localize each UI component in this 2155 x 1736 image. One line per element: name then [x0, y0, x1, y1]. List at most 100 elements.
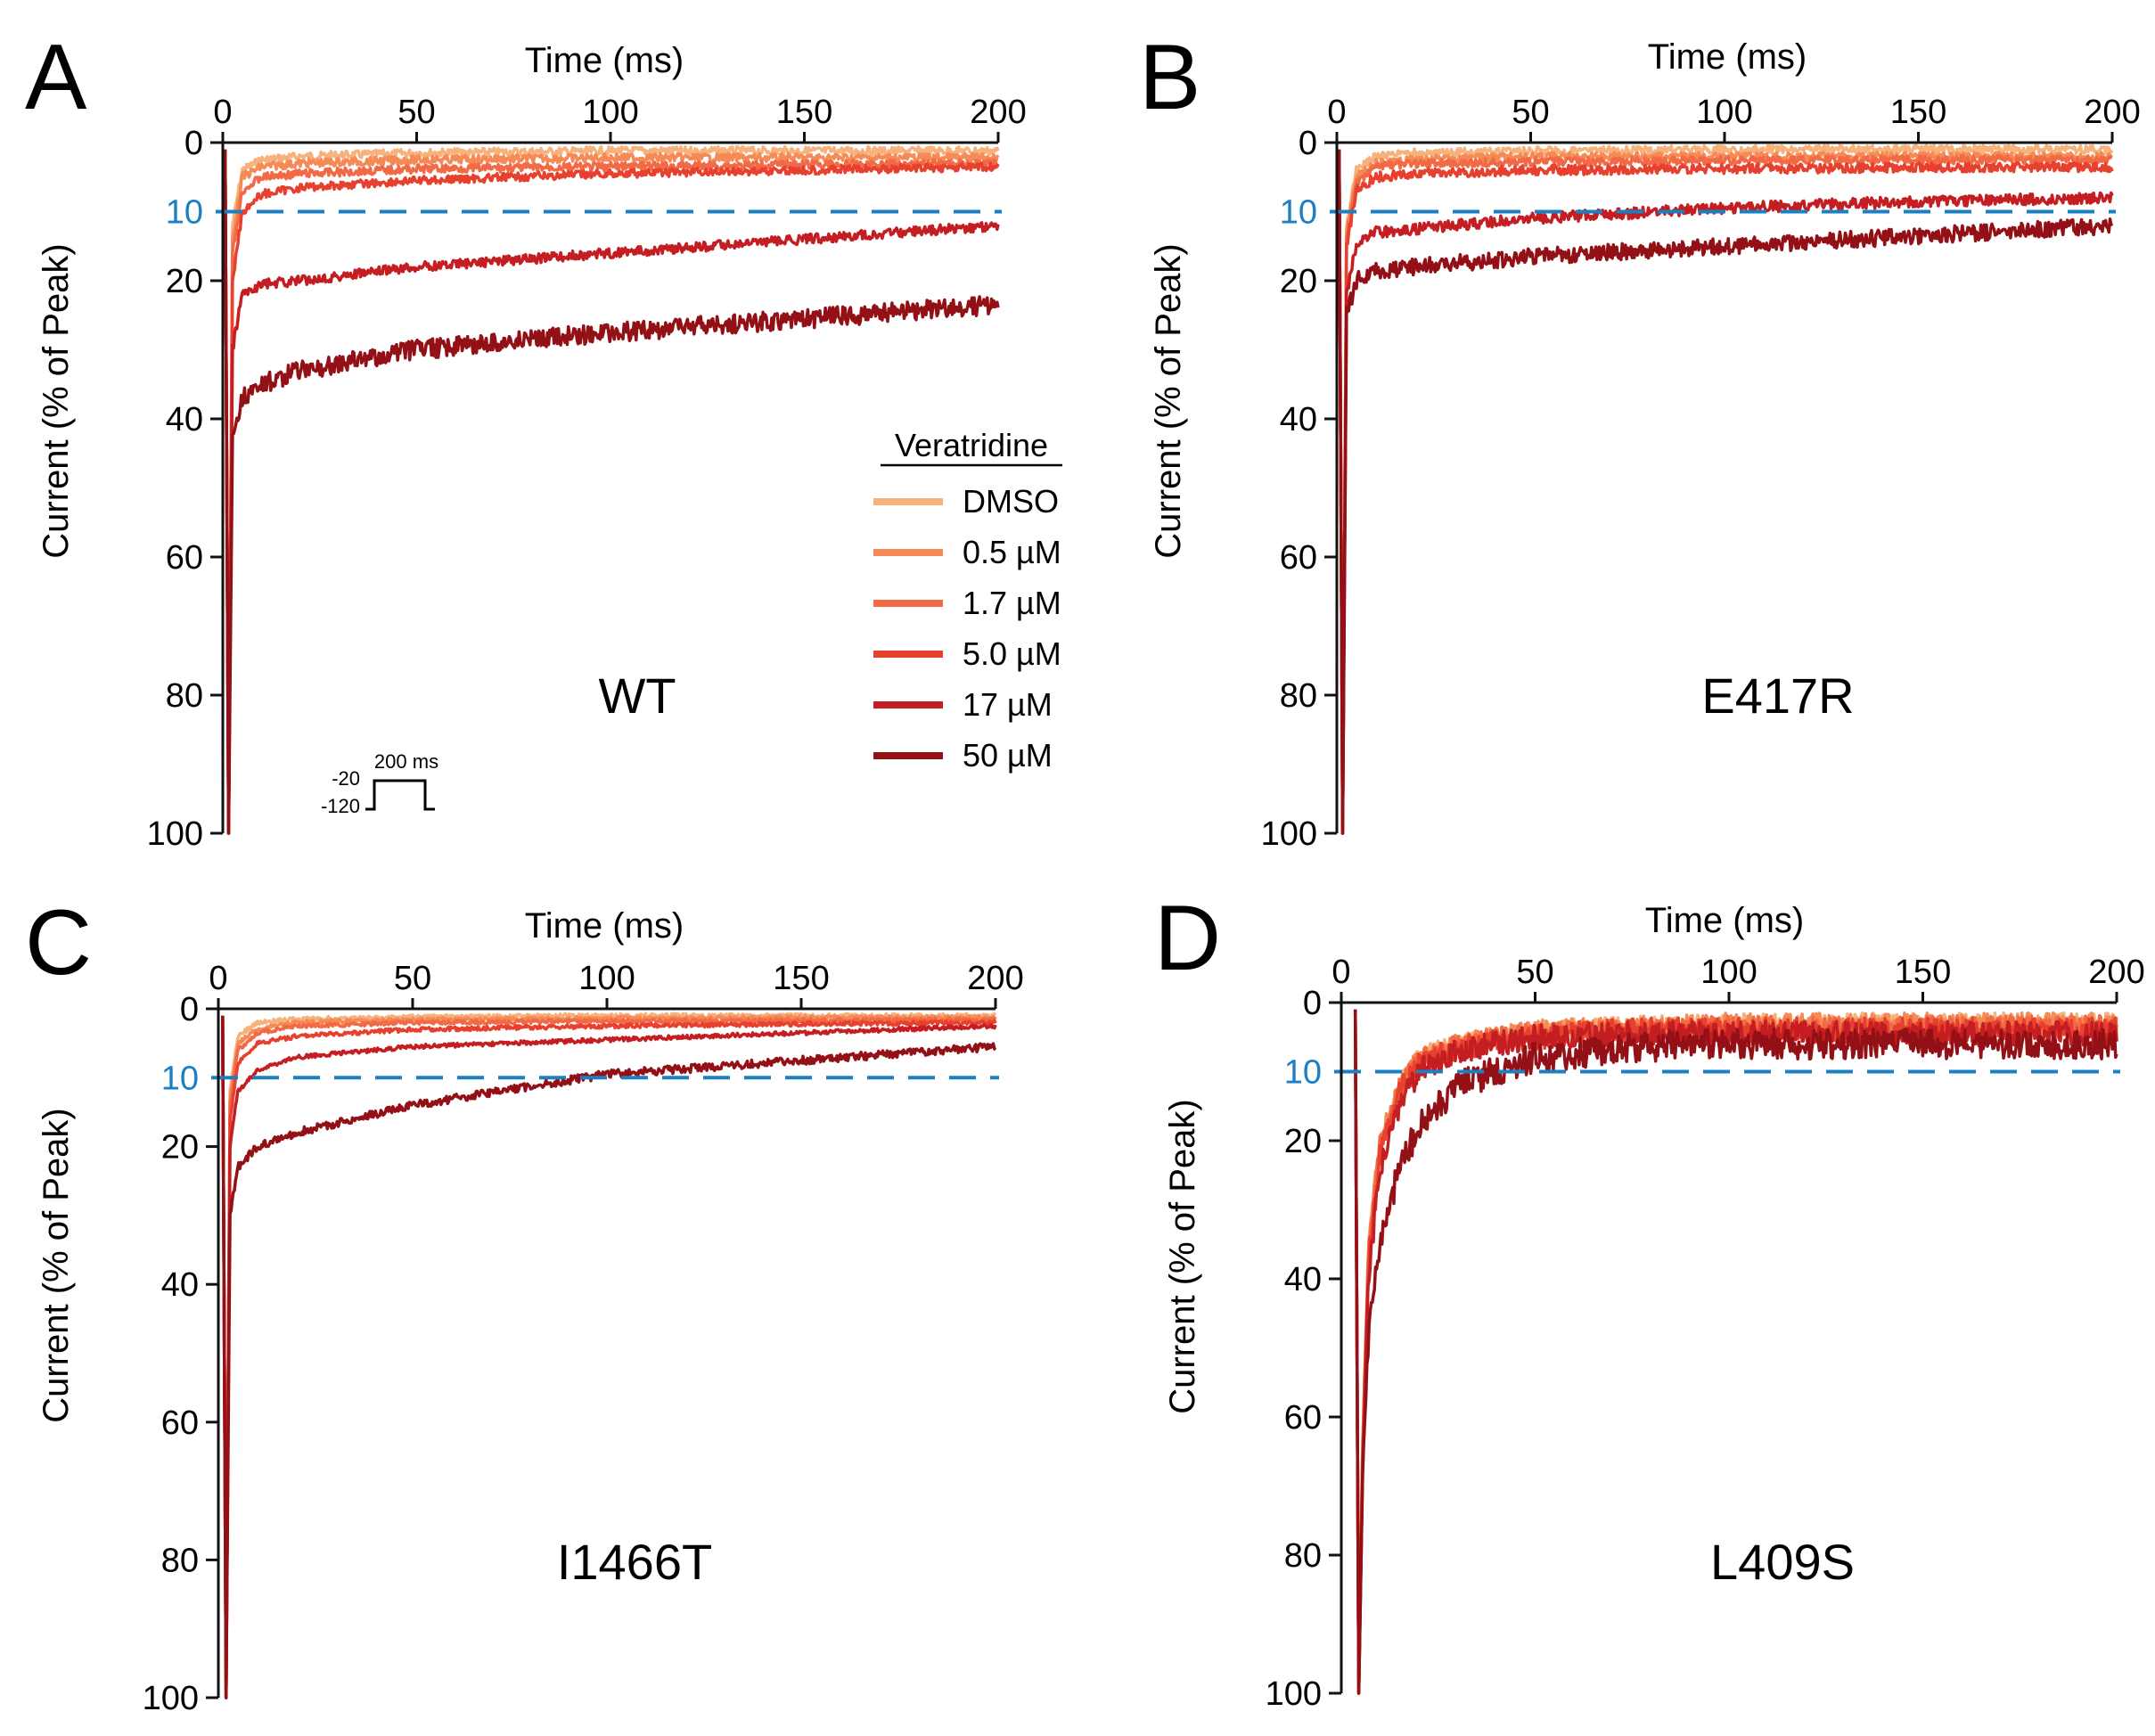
legend-title: Veratridine — [895, 427, 1048, 463]
x-tick-label-c: 200 — [967, 960, 1023, 997]
x-tick-label-c: 150 — [773, 960, 829, 997]
trace-d — [1353, 1009, 2118, 1695]
y-tick-label-d: 100 — [1266, 1675, 1322, 1713]
legend-entry: 50 µM — [873, 737, 1053, 774]
y-axis-title-a: Current (% of Peak) — [37, 243, 76, 558]
trace-d — [1353, 1009, 2118, 1695]
x-axis-title-c: Time (ms) — [525, 906, 684, 946]
threshold-label-c: 10 — [161, 1060, 199, 1097]
y-ticks-a: 0 20 40 60 80 100 — [147, 125, 223, 853]
x-ticks-b: 0 50 100 150 200 — [1327, 94, 2141, 143]
x-tick-label-a: 200 — [970, 94, 1026, 131]
trace-b — [1337, 149, 2114, 835]
y-tick-label-c: 0 — [180, 991, 199, 1028]
y-tick-label-a: 40 — [166, 401, 203, 438]
legend-label-dmso: DMSO — [963, 483, 1059, 520]
trace-c — [221, 1015, 997, 1699]
trace-a — [223, 144, 1000, 835]
panel-letter-b: B — [1139, 26, 1200, 129]
y-tick-label-b: 60 — [1280, 539, 1317, 577]
traces-c — [221, 1011, 997, 1699]
trace-b — [1337, 149, 2114, 835]
x-tick-label-d: 150 — [1895, 954, 1951, 991]
x-tick-label-a: 150 — [776, 94, 832, 131]
y-tick-label-c: 20 — [161, 1129, 199, 1167]
x-tick-label-b: 100 — [1696, 94, 1752, 131]
trace-c — [221, 1011, 997, 1699]
trace-a — [223, 149, 1000, 835]
legend-entry: 0.5 µM — [873, 534, 1061, 570]
legend-entry: 5.0 µM — [873, 635, 1061, 672]
y-axis-title-c: Current (% of Peak) — [37, 1108, 76, 1422]
y-tick-label-a: 60 — [166, 539, 203, 577]
legend-label-0-5: 0.5 µM — [963, 534, 1061, 570]
y-tick-label-a: 20 — [166, 263, 203, 300]
threshold-label-b: 10 — [1280, 194, 1317, 232]
trace-c — [221, 1015, 997, 1699]
y-axis-title-d: Current (% of Peak) — [1163, 1099, 1202, 1413]
x-tick-label-d: 0 — [1332, 954, 1350, 991]
construct-label-c: I1466T — [557, 1534, 712, 1590]
trace-c — [221, 1015, 996, 1699]
x-ticks-c: 0 50 100 150 200 — [209, 960, 1024, 1009]
y-axis-title-b: Current (% of Peak) — [1149, 243, 1188, 558]
x-tick-label-d: 100 — [1700, 954, 1757, 991]
y-tick-label-a: 100 — [147, 815, 203, 853]
trace-c — [221, 1015, 997, 1699]
x-tick-label-c: 50 — [394, 960, 431, 997]
trace-d — [1353, 1009, 2118, 1695]
x-axis-title-d: Time (ms) — [1645, 901, 1804, 940]
y-tick-label-b: 40 — [1280, 401, 1317, 438]
y-ticks-b: 0 20 40 60 80 100 — [1261, 125, 1337, 853]
y-tick-label-d: 20 — [1284, 1123, 1322, 1160]
y-tick-label-d: 80 — [1284, 1537, 1322, 1575]
trace-a — [223, 149, 1000, 835]
voltage-protocol-inset: -20 -120 200 ms — [321, 750, 438, 817]
trace-b — [1337, 149, 2113, 835]
y-ticks-c: 0 20 40 60 80 100 — [143, 991, 218, 1717]
protocol-hold-label: -120 — [321, 795, 360, 817]
panel-letter-c: C — [25, 891, 92, 995]
y-tick-label-c: 60 — [161, 1404, 199, 1442]
legend-entry: 1.7 µM — [873, 585, 1061, 621]
traces-a — [223, 144, 1000, 835]
protocol-step-label: -20 — [332, 767, 360, 790]
panel-letter-a: A — [25, 26, 87, 129]
legend-entry: 17 µM — [873, 686, 1053, 723]
y-tick-label-d: 60 — [1284, 1399, 1322, 1437]
panel-a: A Time (ms) Current (% of Peak) WT 0 50 10… — [25, 26, 1062, 853]
y-tick-label-b: 20 — [1280, 263, 1317, 300]
x-axis-title-b: Time (ms) — [1648, 37, 1807, 77]
y-tick-label-b: 0 — [1299, 125, 1317, 162]
y-tick-label-a: 0 — [184, 125, 203, 162]
x-tick-label-c: 100 — [578, 960, 635, 997]
traces-b — [1337, 143, 2114, 835]
x-ticks-d: 0 50 100 150 200 — [1332, 954, 2145, 1003]
legend: Veratridine DMSO 0.5 µM 1.7 µM 5.0 µM 17… — [873, 427, 1062, 774]
construct-label-b: E417R — [1701, 667, 1854, 724]
y-tick-label-c: 100 — [143, 1680, 199, 1717]
panel-letter-d: D — [1154, 887, 1221, 990]
trace-d — [1353, 1009, 2118, 1695]
x-tick-label-b: 50 — [1512, 94, 1549, 131]
x-axis-title-a: Time (ms) — [525, 41, 684, 80]
panel-d: D Time (ms) Current (% of Peak) L409S 0 5… — [1154, 887, 2145, 1713]
legend-label-1-7: 1.7 µM — [963, 585, 1061, 621]
y-tick-label-c: 80 — [161, 1542, 199, 1579]
construct-label-a: WT — [598, 667, 676, 724]
construct-label-d: L409S — [1710, 1534, 1855, 1590]
x-tick-label-d: 50 — [1516, 954, 1553, 991]
y-tick-label-b: 100 — [1261, 815, 1317, 853]
trace-a — [223, 149, 1000, 835]
traces-d — [1353, 1009, 2118, 1695]
trace-c — [221, 1014, 997, 1699]
x-tick-label-c: 0 — [209, 960, 227, 997]
panel-b: B Time (ms) Current (% of Peak) E417R 0 5… — [1139, 26, 2141, 853]
x-tick-label-b: 0 — [1327, 94, 1346, 131]
trace-a — [223, 149, 1000, 835]
legend-label-5-0: 5.0 µM — [963, 635, 1061, 672]
y-tick-label-a: 80 — [166, 677, 203, 715]
x-tick-label-d: 200 — [2088, 954, 2144, 991]
x-tick-label-a: 100 — [582, 94, 638, 131]
